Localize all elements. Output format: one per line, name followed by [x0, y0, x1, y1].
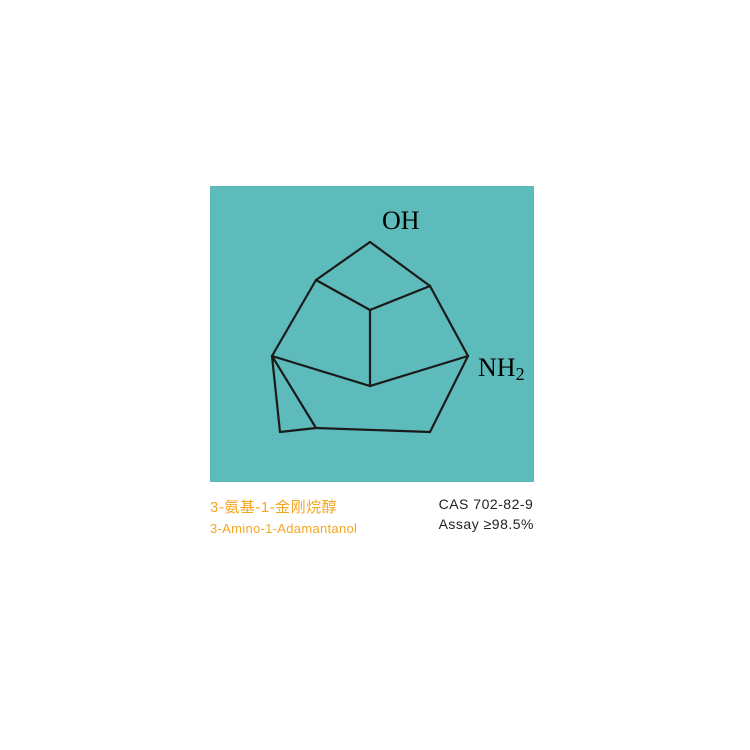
- cas-line: CAS 702-82-9: [439, 496, 534, 512]
- name-chinese: 3-氨基-1-金刚烷醇: [210, 496, 357, 517]
- molecule-svg: [210, 186, 534, 482]
- assay-value: ≥98.5%: [484, 516, 534, 532]
- meta-block: CAS 702-82-9 Assay ≥98.5%: [439, 496, 534, 536]
- assay-line: Assay ≥98.5%: [439, 516, 534, 532]
- caption-row: 3-氨基-1-金刚烷醇 3-Amino-1-Adamantanol CAS 70…: [210, 496, 534, 536]
- name-english: 3-Amino-1-Adamantanol: [210, 521, 357, 536]
- structure-panel: OH NH2: [210, 186, 534, 482]
- product-card: OH NH2 3-氨基-1-金刚烷醇 3-Amino-1-Adamantanol…: [210, 186, 534, 536]
- name-block: 3-氨基-1-金刚烷醇 3-Amino-1-Adamantanol: [210, 496, 357, 536]
- cas-value: 702-82-9: [473, 496, 533, 512]
- cas-label: CAS: [439, 496, 469, 512]
- label-OH: OH: [382, 206, 420, 236]
- assay-label: Assay: [439, 516, 480, 532]
- label-NH2: NH2: [478, 353, 525, 385]
